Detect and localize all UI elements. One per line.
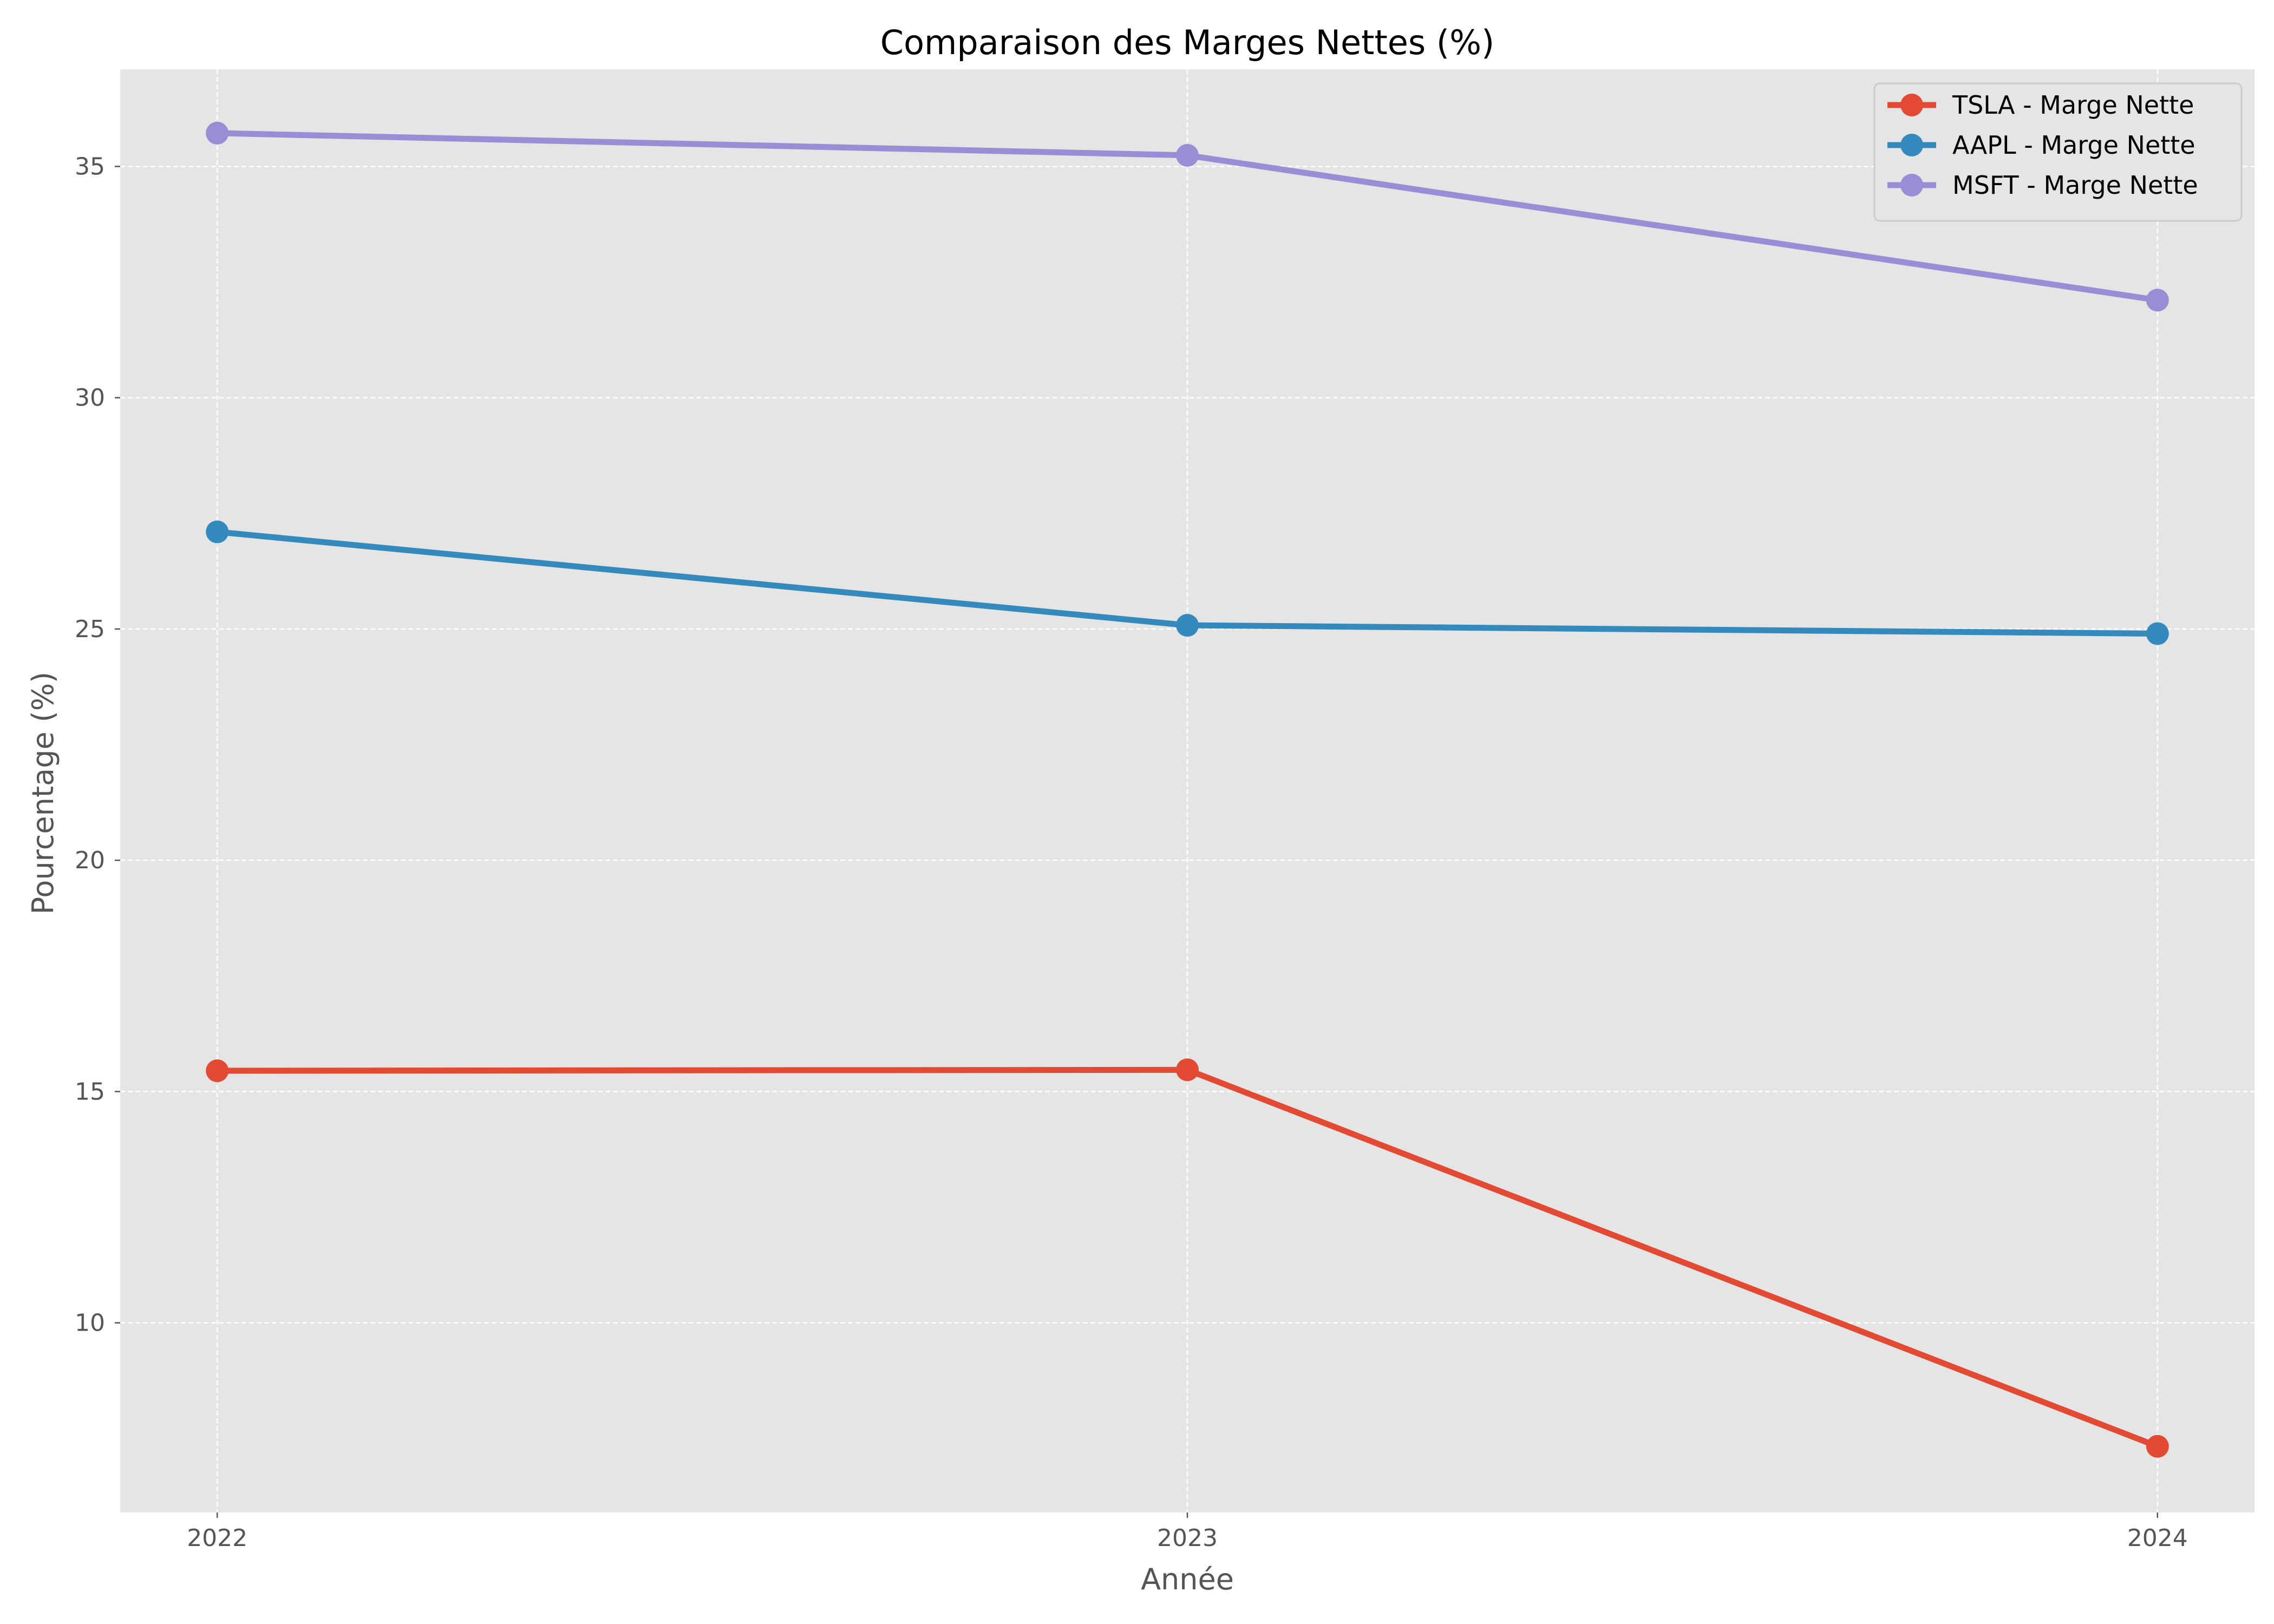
y-tick-label: 35 <box>75 153 105 180</box>
y-tick-label: 25 <box>75 615 105 643</box>
legend-box <box>1873 82 2243 222</box>
x-tick-label: 2023 <box>1157 1524 1218 1552</box>
y-tick-label: 30 <box>75 384 105 412</box>
legend-swatch-marker <box>1900 134 1923 156</box>
data-point <box>2146 1435 2169 1458</box>
data-point <box>1176 143 1199 167</box>
legend-item: MSFT - Marge Nette <box>1887 171 2198 200</box>
data-point <box>2146 622 2169 645</box>
legend-label: TSLA - Marge Nette <box>1952 90 2194 120</box>
data-point <box>206 121 229 145</box>
data-point <box>1176 1058 1199 1082</box>
series-tsla <box>206 1058 2169 1458</box>
tick-labels: 10 15 20 25 30 35 2022 2023 2024 <box>75 153 2188 1552</box>
legend-swatch-marker <box>1900 94 1923 116</box>
series-msft <box>206 121 2169 312</box>
legend-swatch-marker <box>1900 174 1923 197</box>
series-layer <box>206 121 2169 1458</box>
series-aapl <box>206 520 2169 645</box>
data-point <box>206 1059 229 1082</box>
chart-title: Comparaison des Marges Nettes (%) <box>880 23 1494 62</box>
y-tick-label: 15 <box>75 1078 105 1105</box>
y-tick-label: 20 <box>75 847 105 874</box>
data-point <box>1176 614 1199 637</box>
x-tick-label: 2022 <box>187 1524 247 1552</box>
legend-item: AAPL - Marge Nette <box>1887 130 2195 160</box>
legend-label: AAPL - Marge Nette <box>1952 130 2195 160</box>
legend-label: MSFT - Marge Nette <box>1952 171 2198 200</box>
data-point <box>206 520 229 543</box>
y-axis-label: Pourcentage (%) <box>26 672 60 914</box>
x-tick-label: 2024 <box>2127 1524 2188 1552</box>
y-tick-label: 10 <box>75 1309 105 1337</box>
legend-item: TSLA - Marge Nette <box>1887 90 2194 120</box>
legend: TSLA - Marge Nette AAPL - Marge Nette MSFT… <box>1873 82 2243 222</box>
data-point <box>2146 289 2169 312</box>
x-axis-label: Année <box>1141 1562 1234 1596</box>
